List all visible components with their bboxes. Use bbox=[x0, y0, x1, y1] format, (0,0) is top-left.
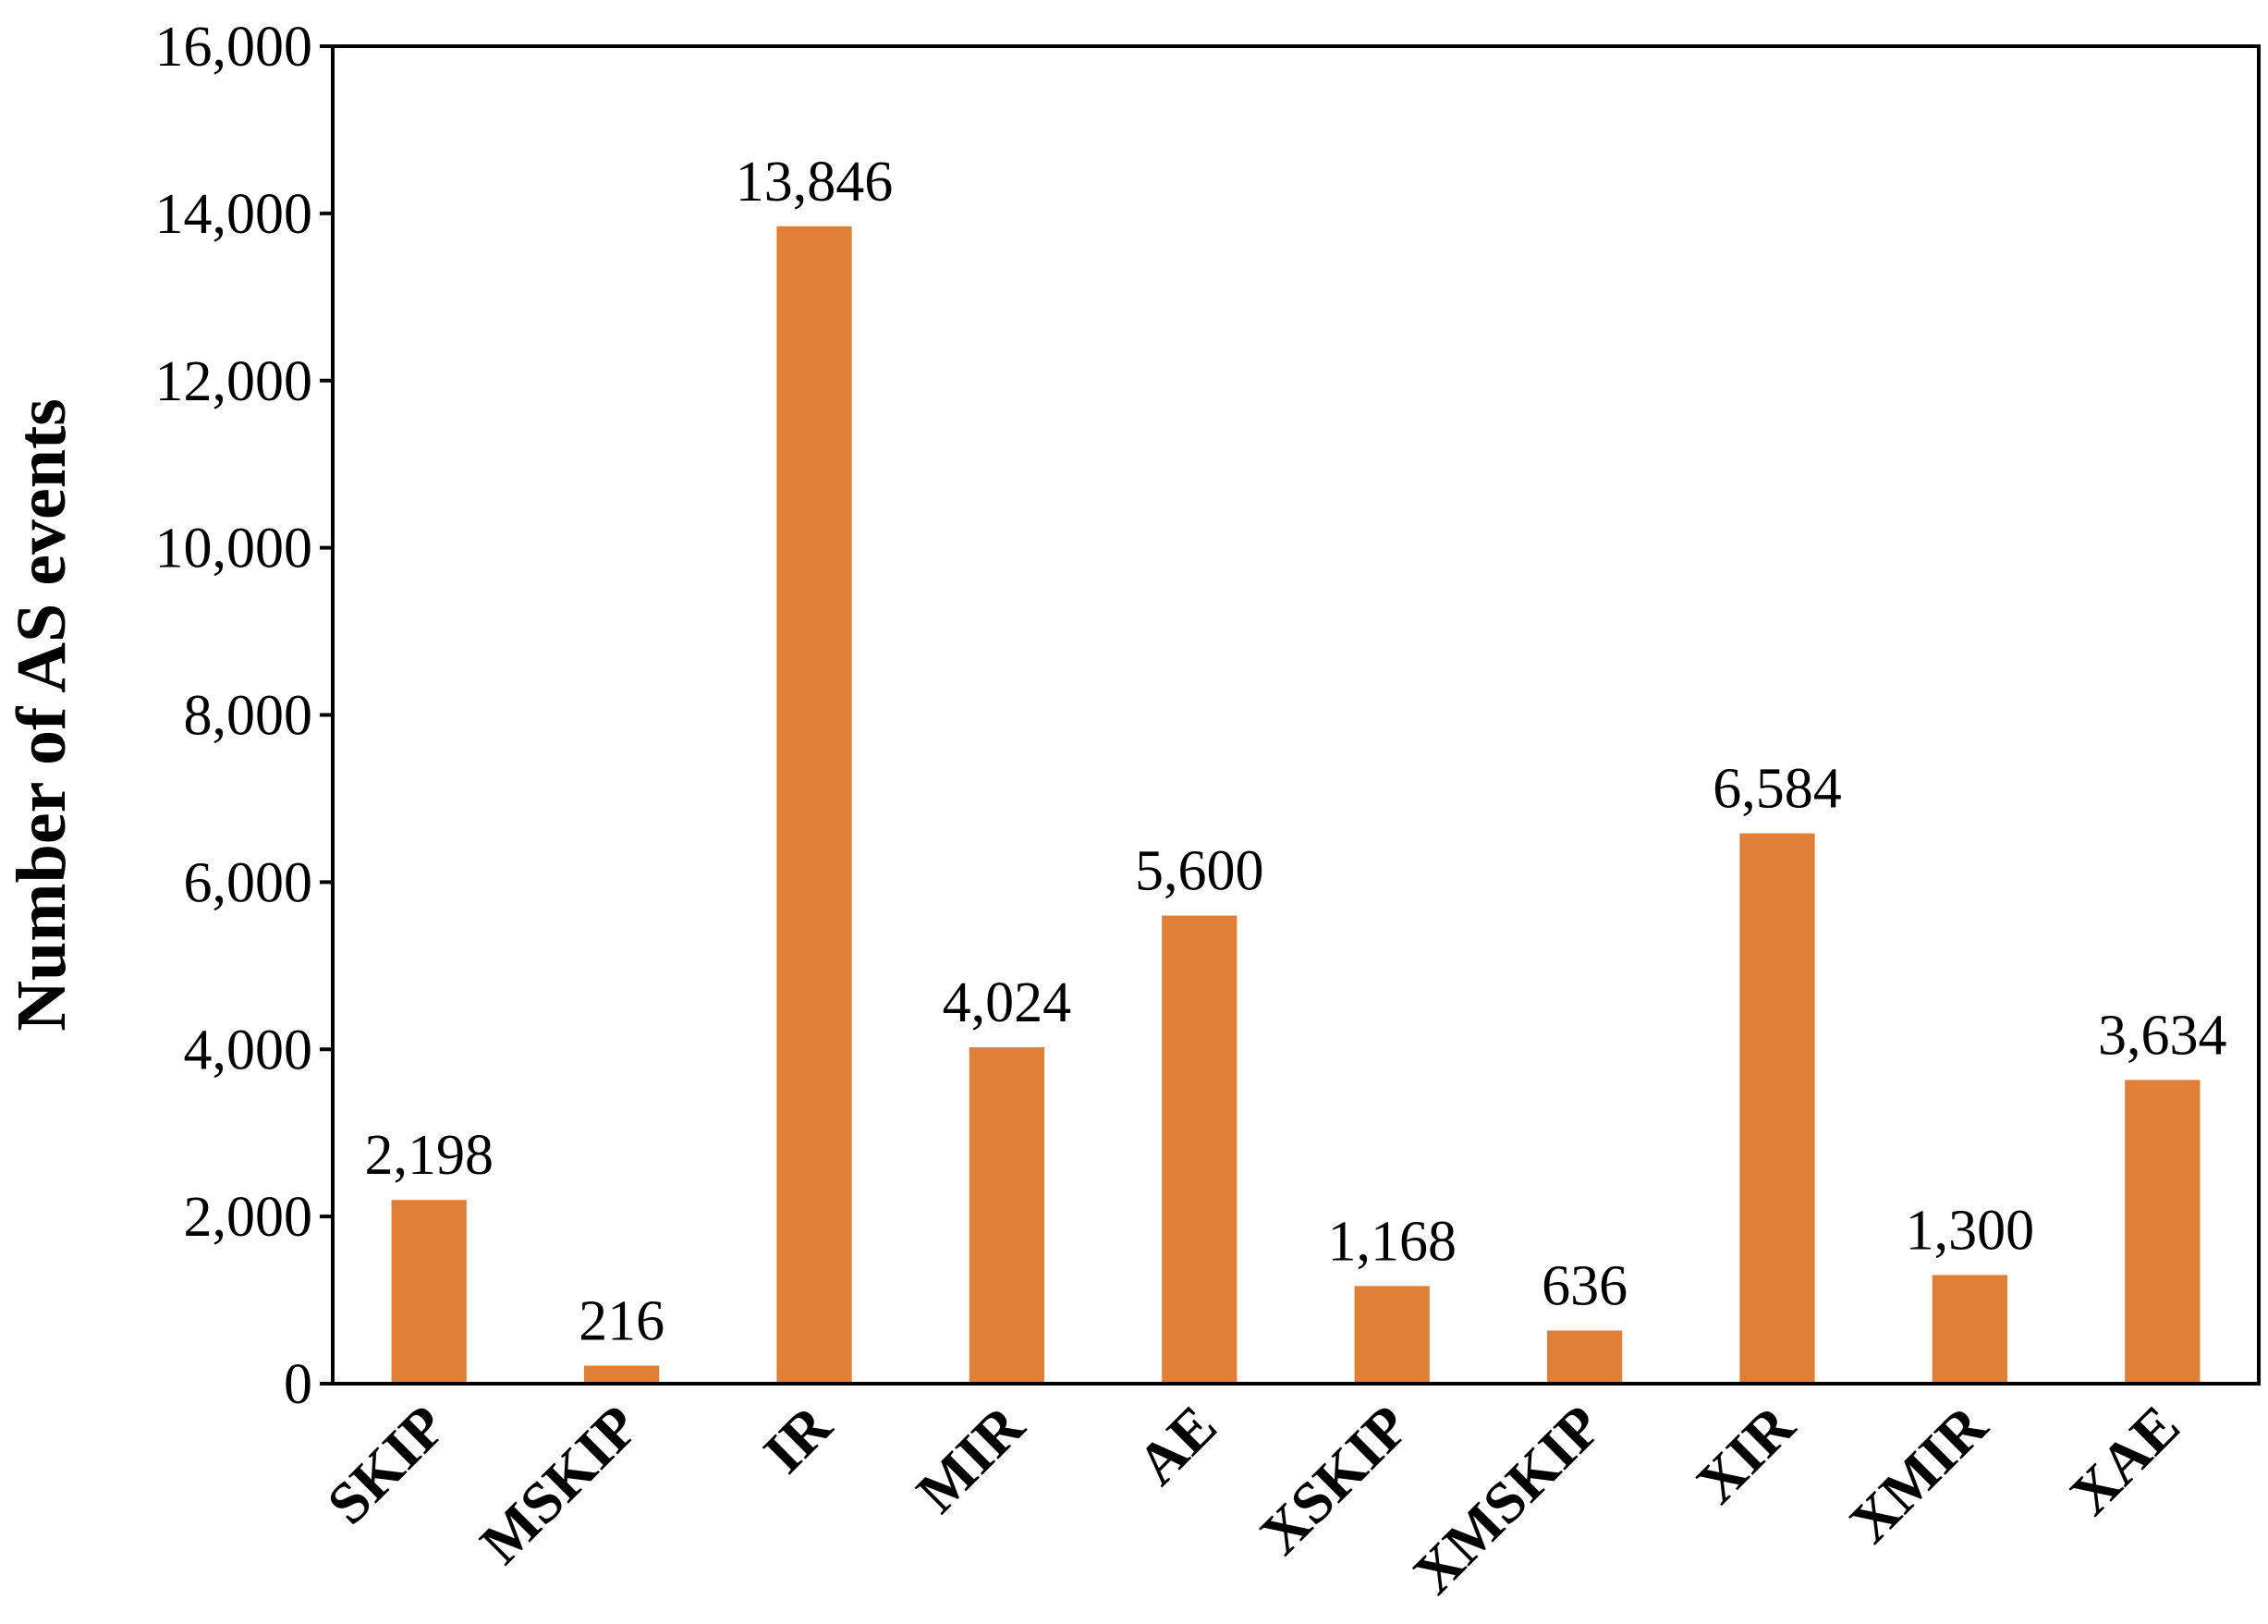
bar-ae bbox=[1162, 915, 1238, 1384]
data-label-ir: 13,846 bbox=[736, 151, 894, 214]
y-axis-title: Number of AS events bbox=[3, 398, 80, 1032]
bar-xmir bbox=[1932, 1275, 2008, 1384]
x-tick-label-xae: XAE bbox=[2057, 1393, 2192, 1528]
x-tick-label-mir: MIR bbox=[904, 1392, 1037, 1525]
y-tick-label: 16,000 bbox=[155, 16, 313, 79]
bar-ir bbox=[776, 226, 852, 1384]
x-tick-label-ir: IR bbox=[750, 1392, 844, 1485]
x-tick-label-ae: AE bbox=[1125, 1393, 1229, 1497]
y-tick-label: 6,000 bbox=[184, 851, 313, 914]
y-tick-label: 10,000 bbox=[155, 518, 313, 580]
y-tick-label: 0 bbox=[284, 1353, 312, 1416]
data-label-mskip: 216 bbox=[579, 1289, 665, 1352]
y-axis: 0 2,000 4,000 6,000 8,000 10,000 12,000 14,000 1… bbox=[155, 16, 333, 1416]
x-tick-label-skip: SKIP bbox=[314, 1393, 458, 1537]
y-tick-label: 4,000 bbox=[184, 1019, 313, 1081]
x-tick-label-xmir: XMIR bbox=[1836, 1392, 1999, 1555]
bar-xae bbox=[2125, 1080, 2201, 1384]
bar-mir bbox=[969, 1047, 1045, 1384]
data-label-mir: 4,024 bbox=[943, 971, 1072, 1034]
bar-mskip bbox=[583, 1365, 660, 1384]
y-tick-label: 14,000 bbox=[155, 183, 313, 246]
plot-frame bbox=[331, 44, 2261, 1386]
data-label-xir: 6,584 bbox=[1713, 758, 1842, 821]
data-label-xmir: 1,300 bbox=[1906, 1199, 2035, 1262]
bar-xmskip bbox=[1546, 1330, 1623, 1384]
y-tick-label: 2,000 bbox=[184, 1186, 313, 1249]
data-label-ae: 5,600 bbox=[1135, 840, 1264, 903]
bar-xskip bbox=[1354, 1286, 1430, 1384]
bar-xir bbox=[1739, 833, 1815, 1384]
x-tick-label-xskip: XSKIP bbox=[1248, 1393, 1422, 1568]
data-label-xmskip: 636 bbox=[1542, 1254, 1628, 1317]
y-tick-label: 12,000 bbox=[155, 350, 313, 413]
x-tick-label-xmskip: XMSKIP bbox=[1400, 1393, 1614, 1606]
bars-group bbox=[391, 226, 2201, 1384]
y-tick-label: 8,000 bbox=[184, 685, 313, 748]
data-label-skip: 2,198 bbox=[364, 1124, 494, 1187]
data-label-xskip: 1,168 bbox=[1327, 1210, 1457, 1273]
data-labels-group: 2,198 216 13,846 4,024 5,600 1,168 636 6,584 1,3… bbox=[364, 151, 2226, 1353]
data-label-xae: 3,634 bbox=[2098, 1004, 2227, 1067]
x-tick-label-mskip: MSKIP bbox=[468, 1393, 652, 1577]
bar-skip bbox=[391, 1200, 467, 1384]
x-tick-label-xir: XIR bbox=[1684, 1392, 1808, 1516]
